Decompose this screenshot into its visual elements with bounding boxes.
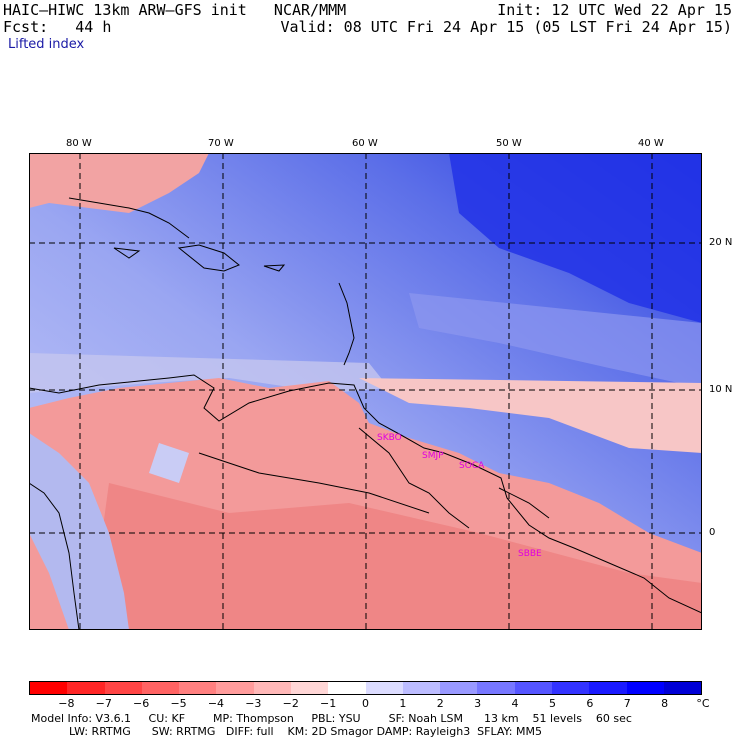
colorbar-tick-label: −2 [282,697,299,710]
colorbar-swatch [253,682,291,694]
colorbar-tick-label: −8 [58,697,75,710]
lesser-antilles-chain [338,282,355,366]
colorbar-swatch [179,682,217,694]
colorbar-tick-label: 3 [474,697,482,710]
colorbar-swatch [328,682,366,694]
station-labels: SKBO SMJP SOCA SBBE [377,433,542,559]
colorbar-tick-label: 6 [586,697,594,710]
cuba-coast [68,197,190,239]
colorbar-tick-label: 2 [436,697,444,710]
station-label: SBBE [518,549,542,559]
colorbar-tick-label: −7 [95,697,112,710]
lat-label-20n: 20 N [709,237,733,248]
colorbar-swatch [141,682,180,694]
northwest-unstable-region [29,153,209,213]
colorbar-swatch [663,682,702,694]
station-label: SKBO [377,433,402,443]
guiana-border [358,427,470,529]
colorbar-swatch [477,682,515,694]
colorbar-tick-label: 1 [399,697,407,710]
lifted-index-map: SKBO SMJP SOCA SBBE [29,153,702,630]
mid-stability-band [409,293,702,388]
colorbar-tick-label: −6 [133,697,150,710]
init-time: Init: 12 UTC Wed 22 Apr 15 [497,1,732,19]
south-america-coast [29,374,702,614]
colorbar-tick-label: −4 [207,697,225,710]
colorbar-swatch [67,682,105,694]
graticule [29,153,702,630]
puerto-rico-coast [263,264,286,272]
colorbar-swatch [290,682,329,694]
lon-label-80w: 80 W [66,138,92,149]
field-name: Lifted index [8,37,85,52]
colorbar-tick-label: 4 [511,697,519,710]
lat-label-10n: 10 N [709,384,733,395]
lat-label-equator: 0 [709,527,716,538]
andes-stable-strip [29,433,129,630]
colorbar-swatch [402,682,441,694]
forecast-hour: Fcst: 44 h [3,18,112,36]
colorbar-unit: °C [696,697,710,710]
colorbar-tick-label: −5 [170,697,187,710]
valid-time: Valid: 08 UTC Fri 24 Apr 15 (05 LST Fri … [280,18,732,36]
colorbar-tick-label: −1 [320,697,337,710]
jamaica-coast [113,247,141,259]
station-label: SMJP [422,451,444,461]
high-stability-region [449,153,702,323]
colorbar-tick-label: 8 [661,697,669,710]
colorbar-swatch [551,682,590,694]
model-title: HAIC–HIWC 13km ARW–GFS init NCAR/MMM [3,1,347,19]
colorbar-swatch [440,682,478,694]
lon-label-60w: 60 W [352,138,378,149]
colorbar-swatch [514,682,552,694]
colorbar [29,681,702,695]
lon-label-40w: 40 W [638,138,664,149]
model-info-line1: Model Info: V3.6.1 CU: KF MP: Thompson P… [31,712,632,725]
colorbar-tick-label: −3 [245,697,262,710]
map-frame [29,153,702,630]
colorbar-swatch [626,682,664,694]
colorbar-tick-label: 0 [362,697,369,710]
andes-stable-patch [149,443,189,483]
colorbar-swatch [365,682,403,694]
coastlines [29,197,702,630]
hispaniola-coast [177,244,240,272]
colorbar-tick-label: 5 [548,697,556,710]
model-info-line2: LW: RRTMG SW: RRTMG DIFF: full KM: 2D Sm… [69,725,542,738]
colorbar-tick-label: 7 [623,697,631,710]
lon-label-50w: 50 W [496,138,522,149]
amazon-unstable-core [89,483,702,630]
station-label: SOCA [459,461,485,471]
colorbar-swatch [216,682,254,694]
colorbar-swatch [30,682,68,694]
lon-label-70w: 70 W [208,138,234,149]
tropical-atlantic-band [359,378,702,453]
colorbar-swatch [104,682,142,694]
venezuela-border [198,452,430,514]
colorbar-swatch [589,682,627,694]
